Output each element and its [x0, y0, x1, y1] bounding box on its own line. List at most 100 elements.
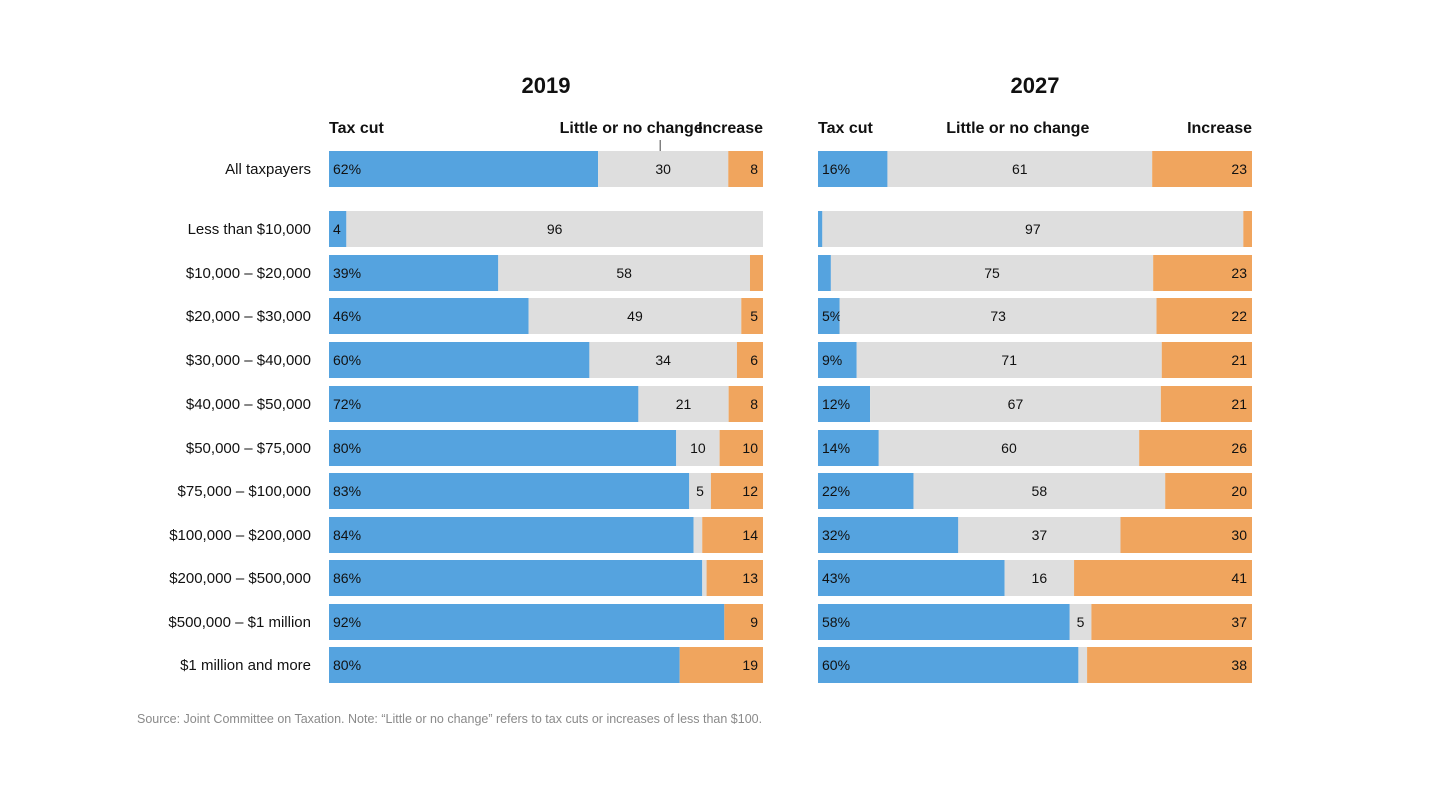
row-label: $200,000 – $500,000 [169, 570, 311, 587]
bar-segment-increase [728, 151, 763, 187]
data-label-increase: 21 [1231, 352, 1247, 368]
data-label-increase: 8 [750, 161, 758, 177]
data-label-increase: 22 [1231, 308, 1247, 324]
data-label-increase: 23 [1231, 161, 1247, 177]
bar-segment-no-change [878, 430, 1140, 466]
data-label-tax-cut: 86% [333, 570, 361, 586]
data-label-increase: 20 [1231, 483, 1247, 499]
bar-segment-increase [710, 473, 763, 509]
bar-segment-increase [1139, 430, 1252, 466]
bar-segment-tax-cut [329, 298, 529, 334]
data-label-increase: 38 [1231, 657, 1247, 673]
bar-segment-tax-cut [329, 386, 639, 422]
bar-segment-tax-cut [329, 473, 690, 509]
data-label-no-change: 49 [627, 308, 643, 324]
bar-segment-increase [1153, 255, 1252, 291]
bar-segment-no-change [693, 517, 703, 553]
data-label-tax-cut: 12% [822, 396, 850, 412]
data-label-tax-cut: 16% [822, 161, 850, 177]
data-label-no-change: 60 [1001, 440, 1017, 456]
bar-segment-tax-cut [329, 604, 725, 640]
row-label: All taxpayers [225, 161, 311, 178]
data-label-tax-cut: 43% [822, 570, 850, 586]
bar-segment-tax-cut [329, 211, 347, 247]
bar-segment-tax-cut [818, 298, 840, 334]
data-label-no-change: 21 [676, 396, 692, 412]
header-increase: Increase [1187, 120, 1252, 137]
data-label-increase: 13 [742, 570, 758, 586]
data-label-no-change: 37 [1032, 527, 1048, 543]
bar-segment-tax-cut [329, 342, 590, 378]
bar-segment-no-change [887, 151, 1153, 187]
bar-segment-no-change [346, 211, 763, 247]
row-label: Less than $10,000 [188, 221, 311, 238]
row-label: $40,000 – $50,000 [186, 396, 311, 413]
panel-2027: 2027 Tax cut Increase Little or no change 16… [818, 73, 1252, 683]
bar-segment-tax-cut [818, 517, 959, 553]
data-label-tax-cut: 72% [333, 396, 361, 412]
data-label-tax-cut: 84% [333, 527, 361, 543]
header-increase: Increase [698, 120, 763, 137]
data-label-tax-cut: 32% [822, 527, 850, 543]
data-label-tax-cut: 92% [333, 614, 361, 630]
data-label-increase: 10 [742, 440, 758, 456]
bar-segment-tax-cut [818, 211, 823, 247]
bar-segment-tax-cut [818, 151, 888, 187]
data-label-no-change: 61 [1012, 161, 1028, 177]
data-label-increase: 9 [750, 614, 758, 630]
data-label-tax-cut: 5% [822, 308, 842, 324]
row-label: $30,000 – $40,000 [186, 352, 311, 369]
row-label: $1 million and more [180, 657, 311, 674]
bar-segment-no-change [1069, 604, 1092, 640]
bar-segment-increase [1074, 560, 1252, 596]
data-label-no-change: 58 [1032, 483, 1048, 499]
data-label-increase: 14 [742, 527, 758, 543]
data-label-tax-cut: 58% [822, 614, 850, 630]
bar-segment-increase [1087, 647, 1252, 683]
data-label-tax-cut: 9% [822, 352, 842, 368]
header-tax-cut: Tax cut [818, 120, 874, 137]
row-label: $10,000 – $20,000 [186, 265, 311, 282]
data-label-tax-cut: 60% [822, 657, 850, 673]
bar-segment-no-change [913, 473, 1166, 509]
bar-segment-tax-cut [818, 647, 1079, 683]
data-label-no-change: 75 [984, 265, 1000, 281]
bar-segment-no-change [839, 298, 1157, 334]
bar-segment-no-change [856, 342, 1162, 378]
bar-segment-increase [741, 298, 763, 334]
bar-segment-increase [1120, 517, 1252, 553]
data-label-increase: 23 [1231, 265, 1247, 281]
data-label-tax-cut: 83% [333, 483, 361, 499]
header-little-or-no-change: Little or no change [560, 120, 703, 137]
bar-segment-tax-cut [818, 386, 871, 422]
bar-segment-increase [1091, 604, 1252, 640]
data-label-no-change: 58 [616, 265, 632, 281]
bar-segment-no-change [958, 517, 1121, 553]
data-label-tax-cut: 4 [333, 221, 341, 237]
data-label-no-change: 30 [655, 161, 671, 177]
bar-segment-increase [728, 386, 763, 422]
data-label-no-change: 5 [696, 483, 704, 499]
bar-segment-no-change [498, 255, 750, 291]
bar-segment-increase [736, 342, 763, 378]
data-label-no-change: 67 [1008, 396, 1024, 412]
data-label-increase: 26 [1231, 440, 1247, 456]
data-label-increase: 6 [750, 352, 758, 368]
bar-segment-increase [1161, 342, 1252, 378]
row-label: $500,000 – $1 million [168, 614, 311, 631]
bar-segment-increase [719, 430, 763, 466]
bar-segment-increase [1152, 151, 1252, 187]
bar-segment-no-change [1004, 560, 1075, 596]
bar-segment-tax-cut [818, 430, 879, 466]
panel-title: 2027 [1011, 73, 1060, 98]
row-label: $100,000 – $200,000 [169, 527, 311, 544]
header-tax-cut: Tax cut [329, 120, 385, 137]
bar-segment-no-change [598, 151, 729, 187]
data-label-no-change: 16 [1032, 570, 1048, 586]
data-label-no-change: 10 [690, 440, 706, 456]
data-label-increase: 12 [742, 483, 758, 499]
data-label-tax-cut: 22% [822, 483, 850, 499]
bar-segment-increase [1160, 386, 1252, 422]
bar-segment-tax-cut [329, 560, 703, 596]
